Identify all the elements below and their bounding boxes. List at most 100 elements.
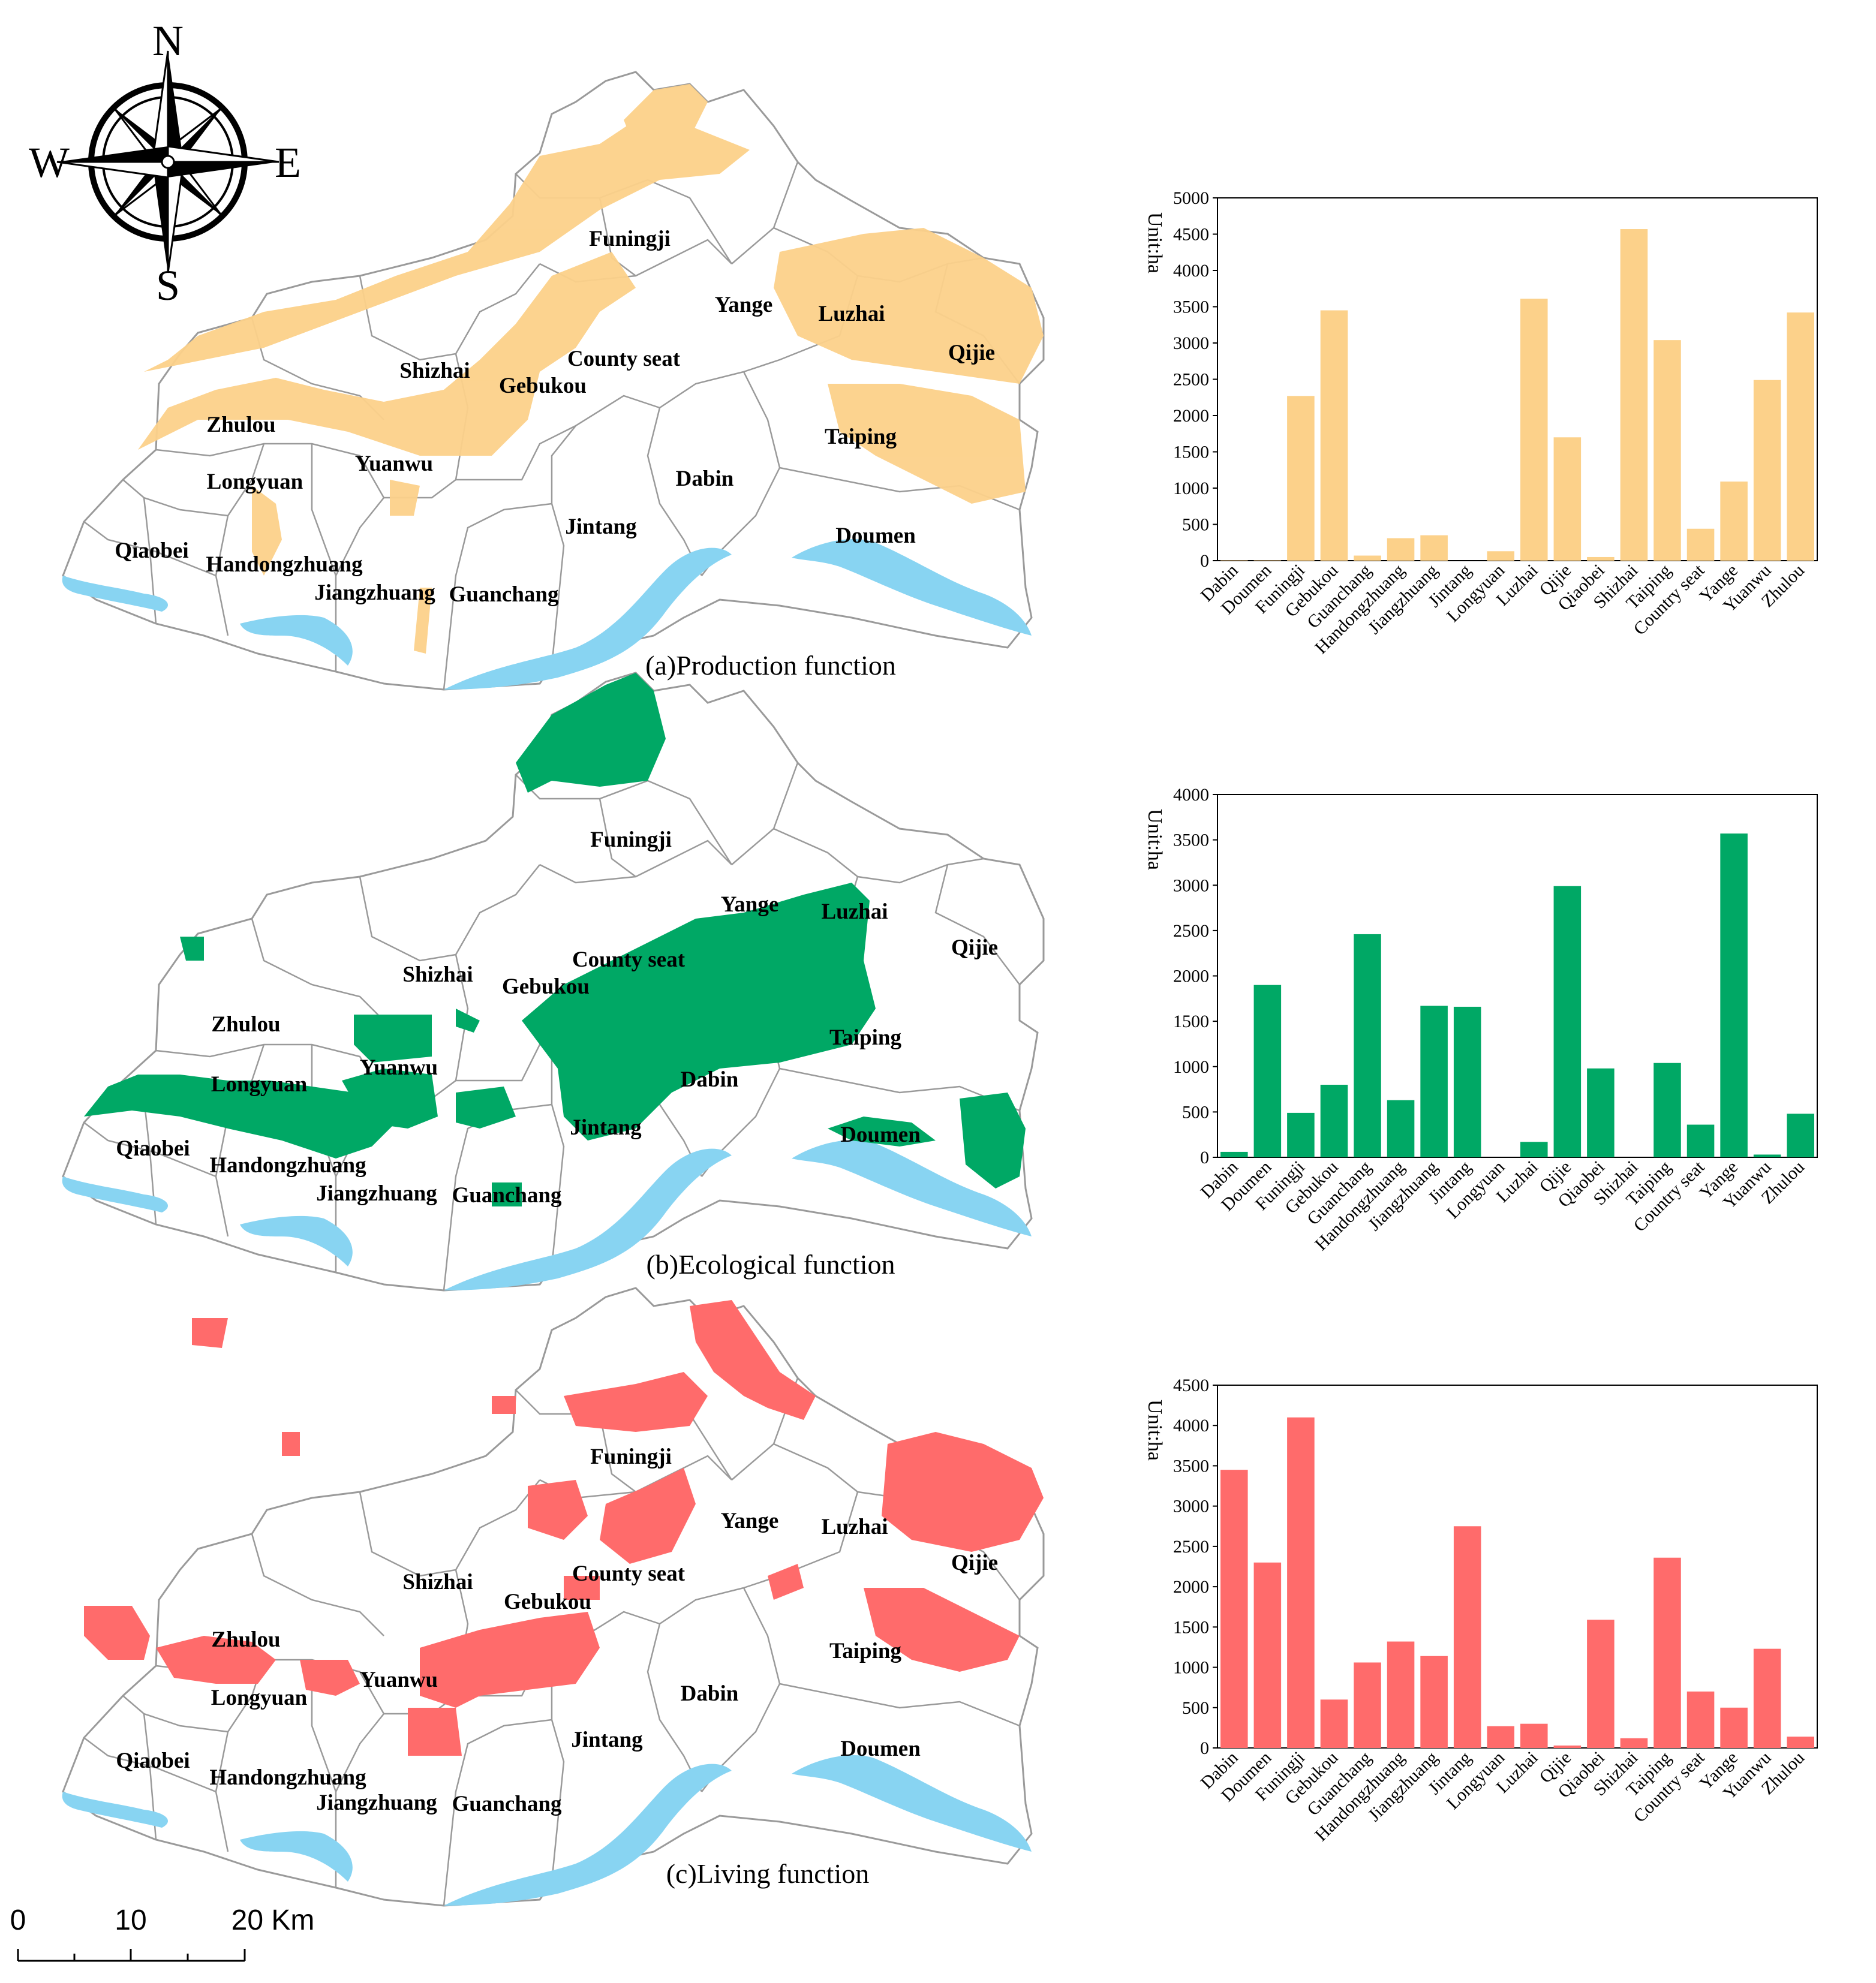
y-tick-label: 5000	[1173, 188, 1209, 208]
map-label-gebukou: Gebukou	[499, 374, 587, 398]
plot-frame	[1217, 1385, 1818, 1749]
map-label-county-seat: County seat	[572, 1561, 686, 1586]
map-label-qiaobei: Qiaobei	[115, 538, 188, 563]
map-panel-ecological: Funingji Yange Luzhai Qijie County seat …	[61, 672, 1045, 1292]
bar-qijie	[1553, 437, 1582, 561]
map-panel-production: Funingji Yange Luzhai Qijie County seat …	[61, 71, 1045, 691]
map-label-zhulou: Zhulou	[211, 1627, 280, 1652]
map-label-shizhai: Shizhai	[402, 1570, 473, 1594]
map-label-yange: Yange	[721, 1509, 779, 1533]
y-tick-label: 500	[1182, 1102, 1209, 1122]
map-label-zhulou: Zhulou	[206, 413, 275, 437]
bar-jiangzhuang	[1420, 1656, 1448, 1748]
map-label-longyuan: Longyuan	[211, 1072, 308, 1097]
y-tick-label: 1000	[1173, 1658, 1209, 1678]
map-caption-living: (c)Living function	[666, 1858, 870, 1889]
map-label-jiangzhuang: Jiangzhuang	[316, 1791, 437, 1815]
production-map-labels: Funingji Yange Luzhai Qijie County seat …	[115, 227, 995, 607]
y-tick-label: 3500	[1173, 297, 1209, 317]
y-tick-label: 4500	[1173, 225, 1209, 245]
y-tick-label: 4000	[1173, 785, 1209, 805]
bar-country-seat	[1686, 1691, 1715, 1748]
bar-qiaobei	[1587, 1620, 1615, 1748]
y-tick-label: 2000	[1173, 406, 1209, 426]
bar-gebukou	[1320, 1699, 1348, 1748]
map-label-jintang: Jintang	[570, 1115, 642, 1140]
map-label-gebukou: Gebukou	[504, 1590, 591, 1614]
bar-yuanwu	[1753, 1648, 1781, 1748]
map-label-jintang: Jintang	[571, 1728, 643, 1752]
bar-qiaobei	[1587, 1068, 1615, 1157]
bar-dabin	[1220, 1470, 1248, 1748]
bar-doumen	[1253, 560, 1282, 561]
bar-shizhai	[1620, 229, 1648, 561]
bar-longyuan	[1487, 551, 1514, 561]
y-tick-label: 4000	[1173, 261, 1209, 281]
map-label-dabin: Dabin	[681, 1681, 739, 1706]
bar-yange	[1720, 1707, 1748, 1748]
bar-luzhai	[1520, 1723, 1548, 1748]
y-tick-label: 3500	[1173, 830, 1209, 850]
map-label-shizhai: Shizhai	[399, 359, 470, 383]
bar-guanchang	[1354, 934, 1381, 1157]
bar-taiping	[1653, 1063, 1681, 1157]
scale-label-0: 0	[10, 1904, 26, 1936]
bar-yange	[1720, 833, 1748, 1157]
map-label-taiping: Taiping	[825, 425, 897, 449]
map-label-yuanwu: Yuanwu	[360, 1668, 438, 1692]
scale-label-20: 20 Km	[232, 1904, 315, 1936]
map-label-doumen: Doumen	[835, 523, 916, 548]
map-label-qiaobei: Qiaobei	[116, 1749, 190, 1773]
bar-zhulou	[1787, 1737, 1814, 1748]
bar-taiping	[1653, 1557, 1681, 1748]
map-label-handongzhuang: Handongzhuang	[209, 1765, 366, 1790]
map-label-yange: Yange	[721, 892, 779, 917]
map-label-luzhai: Luzhai	[821, 1515, 888, 1539]
ecological-map-labels: Funingji Yange Luzhai Qijie County seat …	[116, 827, 998, 1208]
map-label-handongzhuang: Handongzhuang	[206, 552, 363, 577]
map-label-luzhai: Luzhai	[821, 899, 888, 924]
map-label-dabin: Dabin	[681, 1067, 739, 1092]
bar-luzhai	[1520, 299, 1548, 561]
bar-dabin	[1220, 560, 1248, 561]
bar-zhulou	[1787, 1114, 1814, 1157]
map-panel-living: Funingji Yange Luzhai Qijie County seat …	[61, 1287, 1045, 1907]
bar-country-seat	[1686, 528, 1715, 561]
y-axis-label: Unit:ha	[1144, 1400, 1166, 1461]
map-label-qijie: Qijie	[951, 935, 998, 960]
bar-qijie	[1553, 1745, 1582, 1748]
y-tick-label: 1500	[1173, 1012, 1209, 1031]
map-label-qijie: Qijie	[951, 1551, 998, 1575]
bar-country-seat	[1686, 1124, 1715, 1157]
map-label-funingji: Funingji	[590, 1445, 672, 1469]
map-label-longyuan: Longyuan	[207, 470, 303, 494]
bar-jintang	[1453, 1006, 1481, 1157]
bar-yange	[1720, 482, 1748, 561]
bar-doumen	[1253, 985, 1282, 1157]
map-label-taiping: Taiping	[829, 1025, 901, 1050]
map-label-yuanwu: Yuanwu	[360, 1055, 438, 1080]
production-function-patches	[138, 84, 1044, 654]
bar-shizhai	[1620, 1738, 1648, 1748]
bar-gebukou	[1320, 1085, 1348, 1157]
bar-handongzhuang	[1387, 1641, 1415, 1748]
bar-gebukou	[1320, 310, 1348, 561]
map-label-jintang: Jintang	[565, 514, 637, 539]
y-tick-label: 2500	[1173, 1537, 1209, 1557]
map-label-yange: Yange	[715, 293, 773, 317]
y-tick-label: 500	[1182, 1698, 1209, 1718]
y-axis-label: Unit:ha	[1144, 212, 1166, 273]
y-tick-label: 2000	[1173, 1577, 1209, 1597]
y-tick-label: 0	[1200, 551, 1209, 571]
bar-longyuan	[1487, 1726, 1514, 1748]
compass-rose: N S E W	[29, 17, 301, 309]
bar-doumen	[1253, 1562, 1282, 1748]
map-label-funingji: Funingji	[590, 827, 672, 852]
map-label-guanchang: Guanchang	[449, 582, 559, 607]
y-tick-label: 500	[1182, 515, 1209, 535]
bar-handongzhuang	[1387, 1100, 1415, 1157]
bar-taiping	[1653, 340, 1681, 561]
bar-guanchang	[1354, 1662, 1381, 1748]
map-label-jiangzhuang: Jiangzhuang	[316, 1181, 437, 1206]
bar-yuanwu	[1753, 1154, 1781, 1157]
